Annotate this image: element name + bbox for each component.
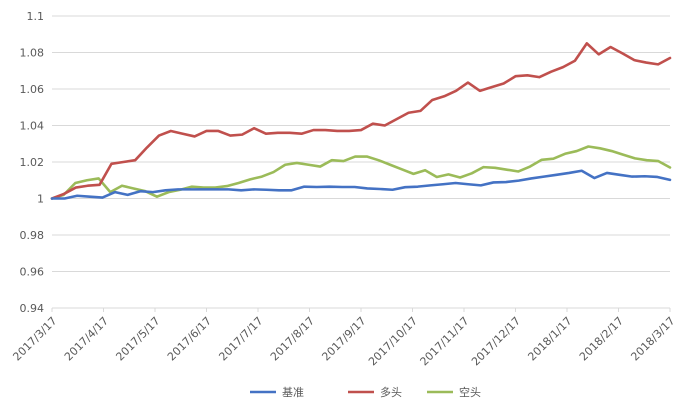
x-tick-label: 2017/7/17	[216, 314, 265, 363]
gridlines	[52, 15, 670, 272]
x-tick-label: 2017/9/17	[319, 314, 368, 363]
series-line-2	[50, 145, 672, 200]
x-tick-label: 2017/3/17	[10, 314, 59, 363]
series-lines	[50, 42, 672, 200]
y-tick-label: 1	[37, 193, 44, 206]
legend-label-0: 基准	[282, 386, 304, 399]
y-tick-label: 1.08	[20, 47, 45, 60]
x-tick-label: 2018/3/17	[628, 314, 677, 363]
y-tick-label: 0.96	[20, 266, 45, 279]
x-tick-label: 2017/5/17	[113, 314, 162, 363]
legend-label-1: 多头	[380, 385, 402, 399]
x-tick-label: 2017/10/17	[366, 314, 420, 368]
y-tick-label: 0.98	[20, 229, 45, 242]
legend-label-2: 空头	[459, 385, 481, 399]
y-tick-label: 1.1	[27, 10, 45, 23]
y-tick-label: 0.94	[20, 302, 45, 315]
legend: 基准 多头 空头	[250, 385, 481, 399]
y-axis-ticks: 0.94 0.96 0.98 1 1.02 1.04 1.06 1.08 1.1	[20, 10, 45, 315]
series-line-1	[50, 42, 672, 200]
x-tick-label: 2017/6/17	[165, 314, 214, 363]
y-tick-label: 1.06	[20, 83, 45, 96]
y-tick-label: 1.04	[20, 120, 45, 133]
x-tick-label: 2018/1/17	[525, 314, 574, 363]
x-tick-label: 2017/4/17	[62, 314, 111, 363]
x-tick-label: 2018/2/17	[577, 314, 626, 363]
x-tick-label: 2017/8/17	[268, 314, 317, 363]
x-tick-label: 2017/11/17	[418, 314, 472, 368]
x-tick-label: 2017/12/17	[469, 314, 523, 368]
x-axis-ticks: 2017/3/17 2017/4/17 2017/5/17 2017/6/17 2017…	[10, 308, 678, 368]
series-line-0	[50, 169, 672, 200]
y-tick-label: 1.02	[20, 156, 45, 169]
